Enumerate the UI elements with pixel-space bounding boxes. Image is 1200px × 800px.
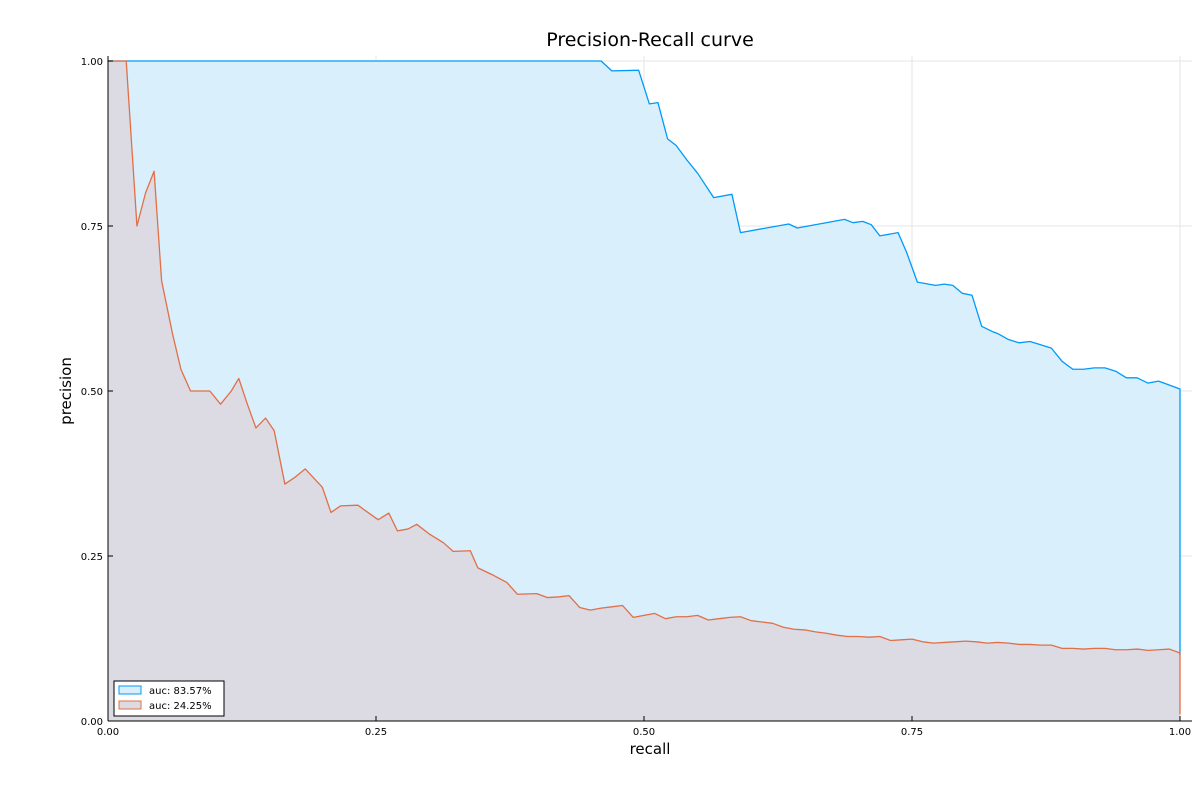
y-tick-label-1: 0.25 bbox=[81, 552, 103, 563]
series-1-line bbox=[108, 60, 1181, 715]
x-tick-label-3: 0.75 bbox=[901, 727, 923, 738]
x-tick-label-1: 0.25 bbox=[365, 727, 387, 738]
legend-label-0: auc: 83.57% bbox=[149, 686, 212, 697]
series-0-line bbox=[108, 60, 1181, 655]
x-tick-label-2: 0.50 bbox=[633, 727, 655, 738]
chart-title: Precision-Recall curve bbox=[546, 29, 754, 51]
legend-swatch-0 bbox=[118, 685, 142, 695]
series-areas bbox=[108, 61, 1180, 721]
y-tick-label-3: 0.75 bbox=[81, 222, 103, 233]
y-tick-label-0: 0.00 bbox=[81, 717, 103, 728]
x-tick-label-4: 1.00 bbox=[1169, 727, 1191, 738]
axes bbox=[107, 56, 1192, 722]
y-tick-label-2: 0.50 bbox=[81, 387, 103, 398]
legend-swatch-1 bbox=[118, 700, 142, 710]
y-tick-label-4: 1.00 bbox=[81, 57, 103, 68]
x-axis-title: recall bbox=[630, 740, 671, 758]
series-1-area bbox=[108, 61, 1180, 721]
legend-label-1: auc: 24.25% bbox=[149, 701, 212, 712]
x-tick-label-0: 0.00 bbox=[97, 727, 119, 738]
legend: auc: 83.57% auc: 24.25% bbox=[113, 680, 225, 717]
tick-labels: 0.00 0.25 0.50 0.75 1.00 0.00 0.25 0.50 0.75 1.00 bbox=[81, 57, 1191, 738]
y-axis-title: precision bbox=[57, 357, 75, 425]
series-lines bbox=[108, 60, 1181, 715]
